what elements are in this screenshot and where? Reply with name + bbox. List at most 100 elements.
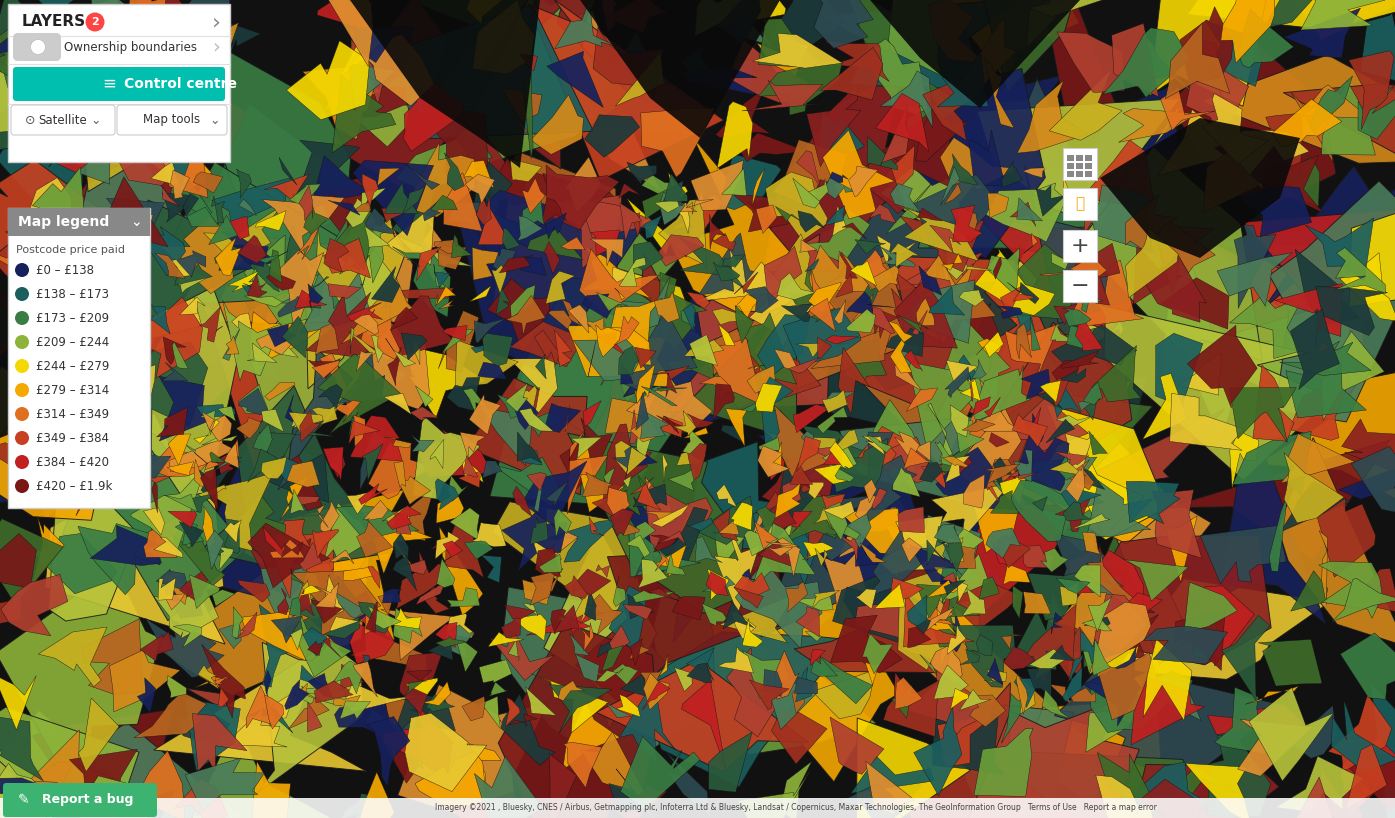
Polygon shape — [686, 518, 713, 531]
Polygon shape — [306, 217, 406, 389]
Polygon shape — [543, 173, 622, 204]
Polygon shape — [898, 586, 954, 670]
Polygon shape — [340, 664, 364, 691]
Polygon shape — [985, 484, 1002, 506]
Polygon shape — [15, 0, 85, 15]
Polygon shape — [1059, 460, 1094, 490]
Polygon shape — [1024, 457, 1103, 510]
Polygon shape — [585, 593, 596, 621]
Bar — [1085, 163, 1092, 169]
Polygon shape — [439, 526, 483, 616]
Polygon shape — [353, 160, 434, 236]
Polygon shape — [492, 501, 646, 614]
Polygon shape — [472, 247, 498, 280]
Polygon shape — [130, 297, 202, 378]
Polygon shape — [1084, 382, 1102, 405]
Polygon shape — [822, 0, 1023, 90]
Polygon shape — [1002, 694, 1028, 744]
Polygon shape — [551, 609, 566, 634]
Polygon shape — [1283, 453, 1345, 523]
Text: ›: › — [212, 12, 220, 32]
Polygon shape — [801, 209, 870, 263]
Polygon shape — [303, 66, 375, 140]
Polygon shape — [353, 309, 375, 327]
Polygon shape — [527, 0, 724, 181]
Polygon shape — [900, 252, 983, 308]
Polygon shape — [187, 207, 219, 227]
Polygon shape — [120, 390, 187, 573]
Polygon shape — [883, 672, 939, 737]
Polygon shape — [1321, 331, 1384, 420]
Polygon shape — [371, 267, 400, 303]
Polygon shape — [797, 151, 820, 188]
Polygon shape — [395, 513, 412, 534]
Polygon shape — [773, 140, 850, 207]
Polygon shape — [325, 575, 343, 614]
Polygon shape — [444, 173, 483, 231]
Polygon shape — [336, 593, 365, 618]
Polygon shape — [795, 596, 833, 610]
Polygon shape — [1016, 674, 1028, 714]
Polygon shape — [1370, 683, 1395, 818]
Polygon shape — [1020, 685, 1035, 714]
Polygon shape — [1156, 215, 1214, 278]
Polygon shape — [386, 506, 421, 529]
Polygon shape — [513, 486, 531, 517]
Polygon shape — [788, 494, 841, 541]
Polygon shape — [760, 669, 783, 697]
Polygon shape — [0, 707, 140, 797]
Polygon shape — [930, 581, 1020, 630]
Polygon shape — [176, 521, 198, 540]
Polygon shape — [691, 160, 744, 211]
Text: £244 – £279: £244 – £279 — [36, 359, 109, 372]
Polygon shape — [795, 344, 824, 357]
Circle shape — [15, 263, 29, 277]
Polygon shape — [365, 602, 378, 632]
Polygon shape — [836, 530, 859, 563]
Polygon shape — [657, 388, 688, 391]
Polygon shape — [208, 225, 413, 325]
Polygon shape — [824, 205, 844, 226]
Polygon shape — [1332, 578, 1395, 622]
Polygon shape — [607, 488, 631, 519]
Polygon shape — [568, 326, 651, 376]
Polygon shape — [582, 258, 699, 402]
Polygon shape — [554, 605, 579, 633]
Polygon shape — [4, 9, 60, 65]
Polygon shape — [1331, 701, 1395, 772]
Polygon shape — [349, 420, 379, 444]
Polygon shape — [915, 612, 936, 636]
Text: ⌄: ⌄ — [91, 114, 102, 127]
Polygon shape — [795, 667, 813, 702]
Polygon shape — [382, 703, 452, 773]
Polygon shape — [686, 663, 711, 683]
Polygon shape — [1024, 413, 1043, 442]
Polygon shape — [621, 675, 656, 699]
Polygon shape — [564, 700, 619, 768]
Polygon shape — [597, 642, 612, 657]
Polygon shape — [435, 622, 458, 648]
Text: Ownership boundaries: Ownership boundaries — [64, 41, 197, 53]
Polygon shape — [561, 237, 585, 249]
Polygon shape — [1052, 177, 1228, 333]
Polygon shape — [1237, 719, 1313, 776]
Polygon shape — [1041, 597, 1091, 654]
Polygon shape — [670, 137, 841, 312]
Polygon shape — [896, 677, 922, 709]
Polygon shape — [640, 411, 670, 438]
Polygon shape — [190, 575, 220, 609]
Polygon shape — [1328, 694, 1392, 770]
Polygon shape — [484, 133, 533, 203]
Bar — [1076, 155, 1083, 161]
Polygon shape — [353, 662, 378, 697]
Polygon shape — [766, 542, 799, 547]
Polygon shape — [107, 97, 197, 186]
Polygon shape — [777, 272, 816, 299]
Polygon shape — [6, 214, 66, 277]
Polygon shape — [857, 589, 876, 609]
Polygon shape — [745, 342, 822, 398]
Text: £209 – £244: £209 – £244 — [36, 335, 109, 348]
Polygon shape — [308, 673, 333, 698]
Polygon shape — [1311, 343, 1349, 380]
Polygon shape — [742, 492, 926, 637]
